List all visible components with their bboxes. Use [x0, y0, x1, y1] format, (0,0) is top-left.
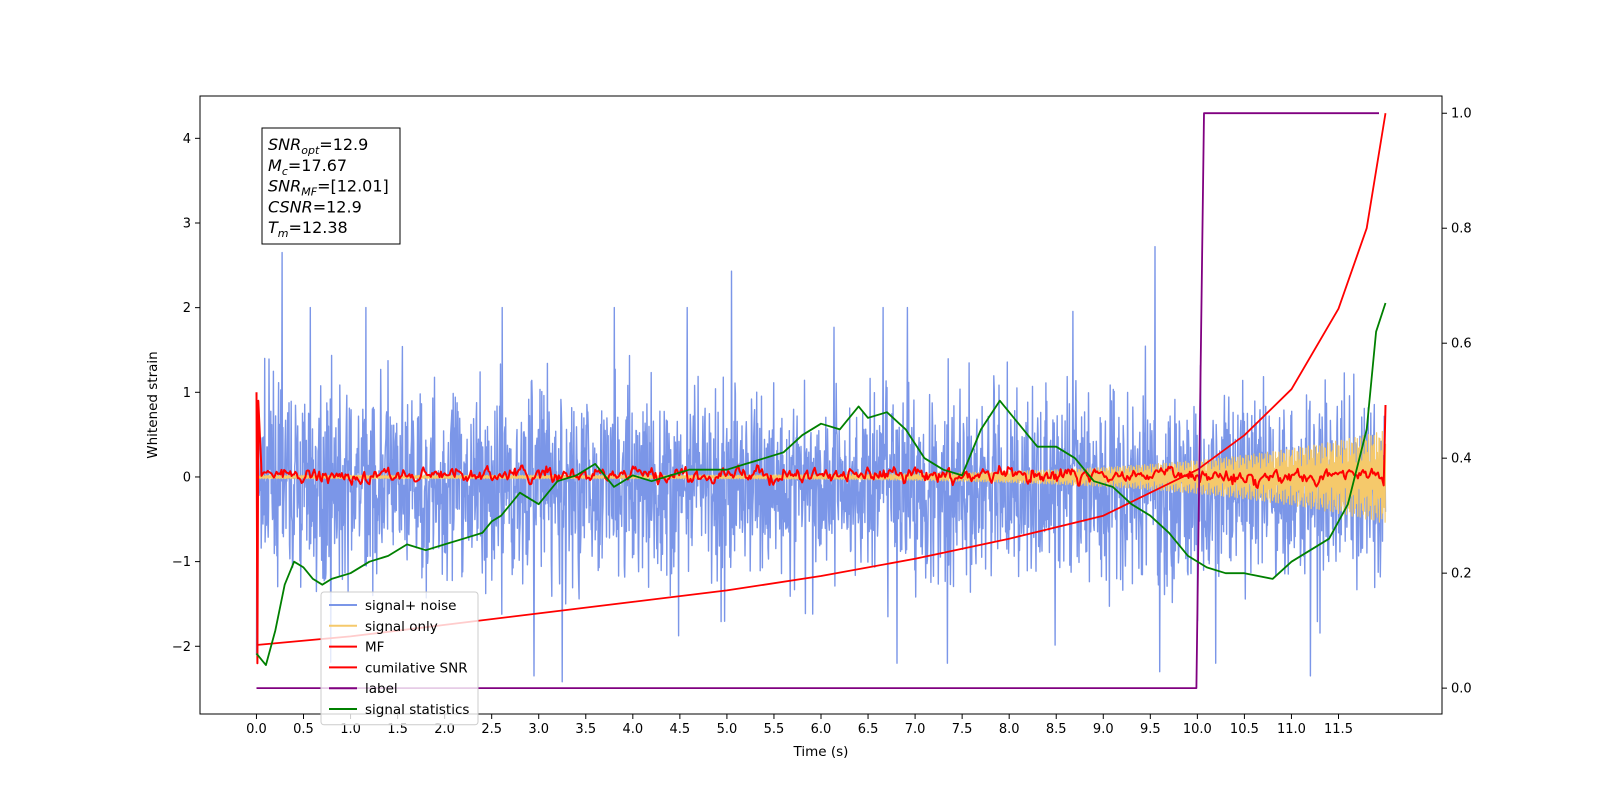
y-tick-label: 0: [183, 470, 191, 485]
series-mf: [255, 392, 1387, 665]
y2-tick-label: 0.0: [1451, 682, 1472, 697]
info-subscript: c: [282, 165, 288, 178]
x-tick-label: 1.0: [340, 722, 361, 737]
info-box-frame: [261, 127, 401, 245]
series-signal-only: [255, 430, 1387, 523]
plot-area: [255, 112, 1387, 689]
y-tick-label: 2: [183, 301, 191, 316]
info-symbol: SNR: [268, 177, 301, 196]
x-tick-label: 8.5: [1046, 722, 1067, 737]
legend-label: cumilative SNR: [365, 660, 468, 676]
info-symbol: SNR: [268, 135, 301, 154]
x-tick-label: 0.5: [293, 722, 314, 737]
x-tick-label: 11.0: [1277, 722, 1306, 737]
y2-tick-label: 0.2: [1451, 567, 1472, 582]
series-label: [256, 112, 1379, 689]
x-tick-label: 6.0: [811, 722, 832, 737]
info-line: SNRMF=[12.01]: [268, 177, 389, 199]
series-signal-statistics: [255, 302, 1387, 666]
legend: signal+ noise signal only MF cumilative SNR…: [320, 591, 479, 726]
x-tick-label: 3.5: [575, 722, 596, 737]
x-tick-label: 6.5: [858, 722, 879, 737]
x-tick-label: 9.0: [1093, 722, 1114, 737]
x-tick-label: 3.0: [528, 722, 549, 737]
info-value: =12.9: [319, 135, 368, 154]
y-tick-label: 4: [183, 132, 191, 147]
y2-tick-label: 1.0: [1451, 107, 1472, 122]
x-tick-label: 10.0: [1183, 722, 1212, 737]
x-tick-label: 4.5: [670, 722, 691, 737]
legend-label: signal statistics: [365, 702, 469, 718]
x-axis-label: Time (s): [793, 744, 849, 760]
legend-label: signal+ noise: [365, 598, 456, 614]
info-symbol: CSNR: [268, 197, 313, 216]
x-tick-label: 4.0: [622, 722, 643, 737]
y-tick-label: −2: [172, 640, 191, 655]
x-tick-label: 2.0: [434, 722, 455, 737]
y-axis-label: Whitened strain: [145, 351, 161, 458]
info-symbol: T: [268, 218, 279, 237]
x-tick-label: 5.0: [717, 722, 738, 737]
x-tick-label: 9.5: [1140, 722, 1161, 737]
info-subscript: MF: [301, 186, 317, 199]
y2-tick-label: 0.6: [1451, 337, 1472, 352]
info-value: =17.67: [288, 156, 347, 175]
x-tick-label: 7.5: [952, 722, 973, 737]
legend-frame: [320, 591, 479, 726]
info-box: SNRopt=12.9Mc=17.67SNRMF=[12.01]CSNR=12.…: [261, 127, 401, 245]
x-tick-label: 0.0: [246, 722, 267, 737]
info-line: SNRopt=12.9: [268, 135, 368, 157]
x-tick-label: 10.5: [1230, 722, 1259, 737]
y-tick-label: −1: [172, 555, 191, 570]
info-value: =12.9: [313, 197, 362, 216]
y-tick-label: 3: [183, 216, 191, 231]
x-tick-label: 5.5: [764, 722, 785, 737]
legend-label: label: [365, 681, 398, 697]
x-tick-label: 1.5: [387, 722, 408, 737]
y2-tick-label: 0.4: [1451, 452, 1472, 467]
legend-label: signal only: [365, 619, 438, 635]
legend-label: MF: [365, 640, 384, 656]
info-line: Mc=17.67: [268, 156, 347, 178]
info-value: =[12.01]: [317, 177, 389, 196]
info-value: =12.38: [289, 218, 348, 237]
info-line: CSNR=12.9: [268, 197, 362, 216]
info-line: Tm=12.38: [268, 218, 348, 240]
info-subscript: m: [278, 227, 289, 240]
info-subscript: opt: [301, 144, 320, 157]
y-tick-label: 1: [183, 386, 191, 401]
x-tick-label: 11.5: [1324, 722, 1353, 737]
axes: 0.0 0.5 1.0 1.5 2.0 2.5 3.0 3.5 4.0 4.5 5.0 5.5 6.0 6…: [172, 95, 1472, 737]
info-symbol: M: [268, 156, 282, 175]
x-tick-label: 8.0: [999, 722, 1020, 737]
y2-tick-label: 0.8: [1451, 222, 1472, 237]
series-cumilative-snr: [256, 113, 1387, 646]
x-tick-label: 7.0: [905, 722, 926, 737]
x-tick-label: 2.5: [481, 722, 502, 737]
